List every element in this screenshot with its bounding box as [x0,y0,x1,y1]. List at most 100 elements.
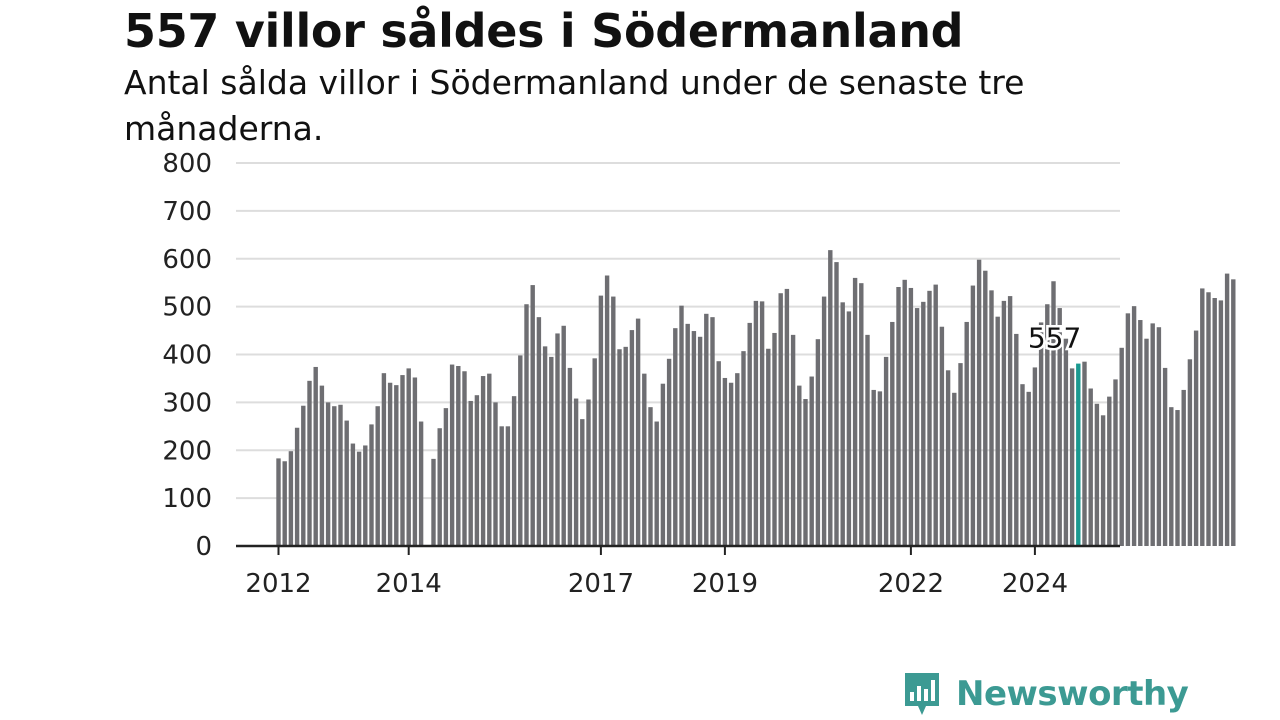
bar [1014,333,1019,546]
y-tick-label: 700 [162,197,212,227]
x-axis-ticks: 2012 2014 2017 2019 2022 2024 [245,546,1068,599]
bar [697,336,703,546]
bar [480,376,486,546]
bar [1156,327,1162,546]
bar [332,406,337,546]
bar [1206,292,1211,546]
bar [735,373,740,546]
bar [437,428,442,546]
bar [555,333,560,546]
bar [790,334,796,546]
brand-logo: Newsworthy [902,670,1189,718]
bar [716,361,721,546]
bar [772,332,777,546]
x-tick-label: 2017 [568,569,634,599]
bar [282,461,287,546]
bar [1125,313,1131,546]
bar [840,302,845,546]
bar [325,402,331,546]
bar [945,370,951,546]
highlight-value-label: 557 [1028,322,1081,355]
bar [288,451,294,546]
bar [890,321,895,546]
bar [1100,415,1106,546]
bar [722,377,728,546]
bar [710,317,715,546]
bar [1200,288,1205,546]
x-tick-label: 2019 [692,569,758,599]
bar [518,355,523,546]
y-tick-label: 800 [162,149,212,179]
chart-subtitle: Antal sålda villor i Södermanland under … [124,63,1025,148]
bar [499,426,504,546]
bar [561,325,566,546]
bar [635,318,641,546]
bar [685,323,690,546]
bar [418,421,424,546]
bar [821,296,827,546]
bar [815,339,821,546]
data-labels: 557 [1025,319,1083,357]
bar [939,326,945,546]
bar [549,356,554,546]
bar [883,356,889,546]
bar [1045,304,1050,546]
bar [542,346,548,546]
bar [1113,379,1118,546]
bar [1187,359,1193,546]
bar [691,331,697,546]
bar [387,382,393,546]
bar [958,363,963,546]
y-tick-label: 200 [162,436,212,466]
bar [1032,367,1038,546]
bar [598,295,604,546]
bar [666,358,672,546]
bar [1001,300,1007,546]
bar [580,419,585,546]
bar [784,288,790,546]
bar [1231,279,1236,546]
y-tick-label: 400 [162,341,212,371]
brand-name: Newsworthy [956,674,1189,714]
bar [462,371,467,546]
bar [567,367,573,546]
bar [704,313,709,546]
x-tick-label: 2014 [376,569,442,599]
bar [846,311,852,546]
x-tick-label: 2024 [1002,569,1068,599]
newsworthy-logo-icon [905,673,939,715]
bar [350,443,356,546]
bar [865,334,870,546]
bar [995,316,1000,546]
bar [896,286,901,546]
bar [834,262,839,546]
bar [747,322,752,546]
bar [1063,338,1069,546]
bar [412,377,418,546]
bar [356,451,362,546]
bar [394,385,399,546]
bar [1119,347,1124,546]
y-axis-ticks: 0 100 200 300 400 500 600 700 800 [162,149,212,562]
bar [611,296,616,546]
x-tick-label: 2022 [878,569,944,599]
bar [449,364,455,546]
bar [766,348,771,546]
bar [1193,330,1199,546]
bar [1150,323,1155,546]
bar [927,290,932,546]
bars [276,250,1236,546]
bar [642,373,647,546]
bar [629,330,635,546]
bar [536,317,542,546]
bar [933,284,938,546]
bar [406,368,411,546]
bar [573,398,579,546]
bar [1138,320,1143,546]
bar [307,380,312,546]
bar [468,400,473,546]
bar [964,321,969,546]
y-tick-label: 300 [162,388,212,418]
bar [828,250,833,546]
